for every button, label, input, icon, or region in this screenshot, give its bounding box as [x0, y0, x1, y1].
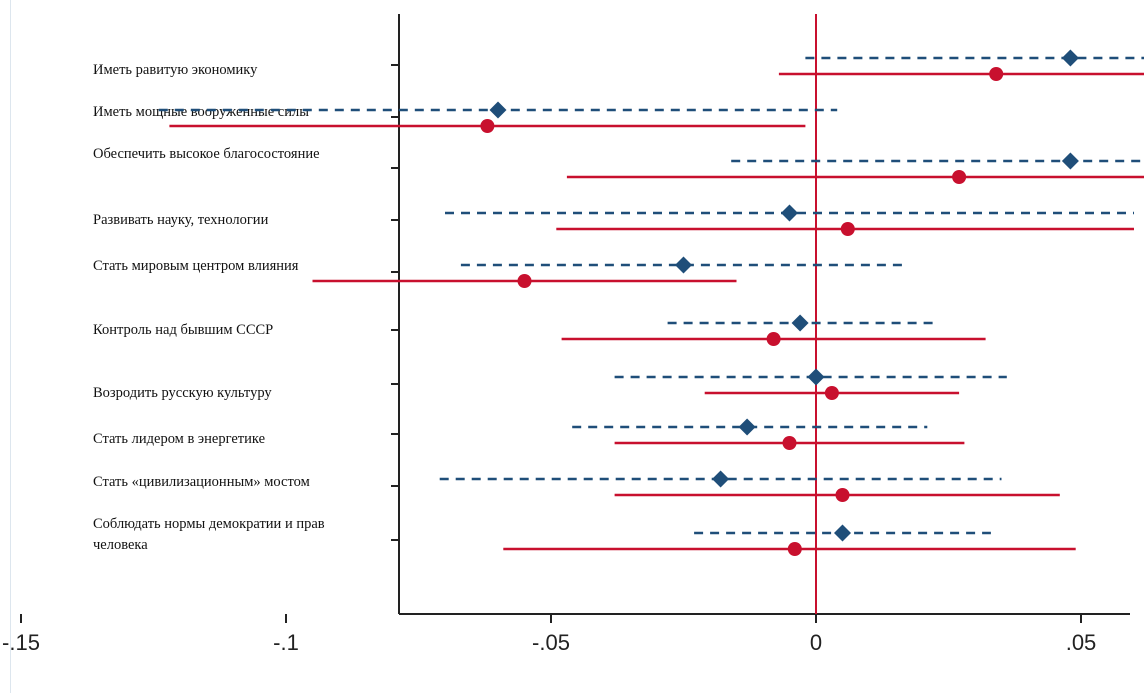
point-marker — [989, 67, 1004, 81]
point-marker — [712, 470, 730, 488]
point-marker — [738, 418, 756, 436]
series-marks — [158, 49, 1144, 556]
point-marker — [835, 488, 850, 502]
category-label-line: Возродить русскую культуру — [93, 385, 272, 401]
category-label: Иметь равитую экономику — [93, 62, 258, 78]
category-label: Обеспечить высокое благосостояние — [93, 146, 320, 162]
category-label-line: человека — [93, 537, 148, 553]
category-label: Стать лидером в энергетике — [93, 431, 265, 447]
category-label: Стать «цивилизационным» мостом — [93, 474, 310, 490]
x-tick-label: -.05 — [532, 630, 570, 655]
category-label-line: Развивать науку, технологии — [93, 212, 269, 228]
point-marker — [489, 101, 507, 119]
point-marker — [766, 332, 781, 346]
point-marker — [952, 170, 967, 184]
point-marker — [675, 256, 692, 274]
x-tick-label: -.15 — [2, 630, 40, 655]
page-edge-rule — [10, 0, 11, 693]
category-label-line: Стать «цивилизационным» мостом — [93, 474, 310, 490]
category-label: Развивать науку, технологии — [93, 212, 269, 228]
x-tick-label: -.1 — [273, 630, 299, 655]
point-marker — [840, 222, 855, 236]
category-label: Возродить русскую культуру — [93, 385, 272, 401]
category-label-line: Обеспечить высокое благосостояние — [93, 146, 320, 162]
point-marker — [782, 436, 797, 450]
point-marker — [781, 204, 798, 222]
point-marker — [787, 542, 802, 556]
point-marker — [517, 274, 532, 288]
category-label-line: Соблюдать нормы демократии и прав — [93, 516, 325, 532]
x-tick-label: 0 — [810, 630, 822, 655]
point-marker — [834, 524, 851, 542]
point-marker — [807, 368, 825, 386]
category-label-line: Иметь мощные вооруженные силы — [93, 104, 309, 120]
point-marker — [1061, 152, 1079, 170]
category-label-line: Стать лидером в энергетике — [93, 431, 265, 447]
category-label-line: Иметь равитую экономику — [93, 62, 258, 78]
category-label-line: Стать мировым центром влияния — [93, 258, 299, 274]
category-labels: Иметь равитую экономику Иметь мощные воор… — [93, 62, 325, 553]
x-tick-label: .05 — [1066, 630, 1097, 655]
category-label: Соблюдать нормы демократии и прав человек… — [93, 516, 325, 553]
axes: -.15-.1-.050.05.1 — [2, 14, 1130, 655]
point-marker — [824, 386, 839, 400]
category-label-line: Контроль над бывшим СССР — [93, 322, 273, 338]
category-label: Иметь мощные вооруженные силы — [93, 104, 309, 120]
point-marker — [480, 119, 495, 133]
point-marker — [791, 314, 809, 332]
point-marker — [1061, 49, 1079, 67]
category-label: Стать мировым центром влияния — [93, 258, 299, 274]
category-label: Контроль над бывшим СССР — [93, 322, 273, 338]
